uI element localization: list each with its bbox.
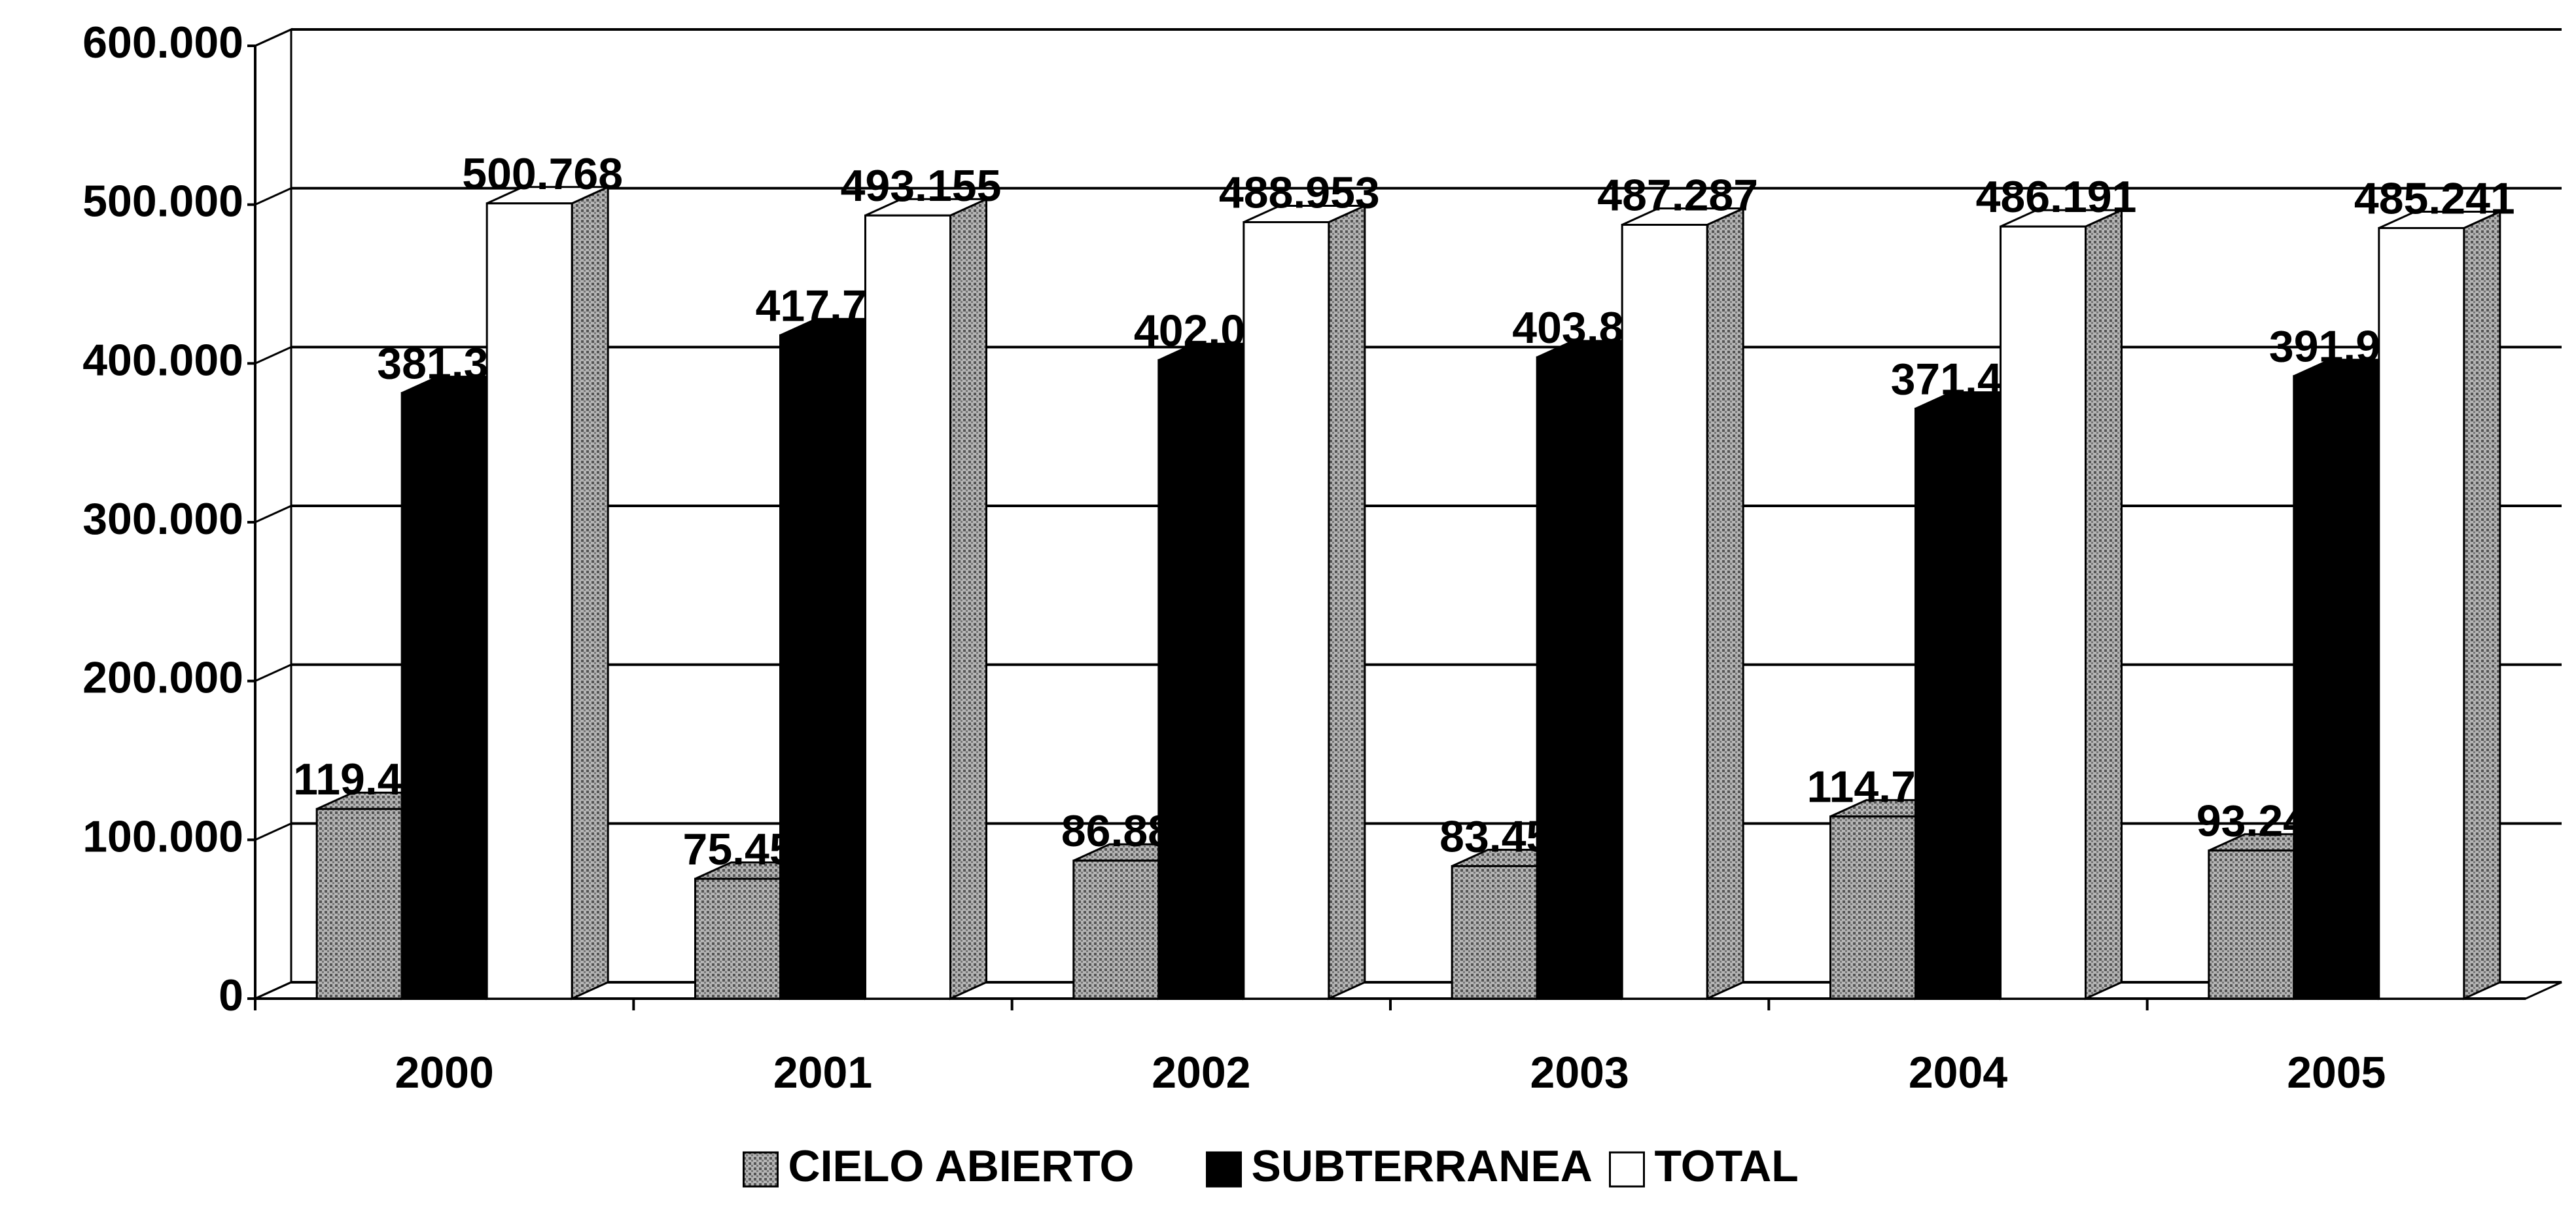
legend-swatch bbox=[1206, 1151, 1242, 1188]
bar bbox=[2000, 225, 2087, 1000]
bar bbox=[485, 202, 573, 1000]
x-tick-label: 2005 bbox=[2287, 1048, 2386, 1097]
bar bbox=[400, 392, 488, 1000]
y-tick-label: 600.000 bbox=[82, 18, 243, 67]
y-tick-label: 100.000 bbox=[82, 811, 243, 861]
bar bbox=[1621, 224, 1708, 1000]
y-tick-label: 300.000 bbox=[82, 494, 243, 544]
x-tick-label: 2004 bbox=[1909, 1048, 2007, 1097]
bar bbox=[1243, 221, 1330, 1000]
bar bbox=[1072, 859, 1160, 1000]
bar bbox=[2378, 226, 2465, 1000]
bar bbox=[694, 878, 781, 1000]
bar bbox=[864, 214, 951, 1000]
grid-line bbox=[255, 505, 292, 524]
y-tick-label: 500.000 bbox=[82, 177, 243, 226]
bar bbox=[779, 334, 866, 1000]
legend-label: CIELO ABIERTO bbox=[788, 1141, 1135, 1191]
bar bbox=[2293, 375, 2380, 1000]
bar-side bbox=[571, 185, 609, 1001]
bar bbox=[315, 808, 403, 1000]
data-label: 487.287 bbox=[1597, 170, 1758, 220]
x-tick-label: 2000 bbox=[395, 1048, 494, 1097]
y-tick-label: 200.000 bbox=[82, 653, 243, 703]
data-label: 500.768 bbox=[462, 149, 623, 199]
grid-line bbox=[255, 187, 292, 206]
bar bbox=[1914, 408, 2002, 1000]
bar bbox=[1536, 356, 1623, 1000]
grid-line bbox=[255, 664, 292, 683]
grid-line bbox=[255, 822, 292, 841]
bar-side bbox=[1706, 207, 1744, 1001]
x-tick-label: 2001 bbox=[773, 1048, 872, 1097]
data-label: 485.241 bbox=[2354, 173, 2515, 223]
grid-line bbox=[255, 28, 292, 47]
legend-label: TOTAL bbox=[1655, 1141, 1799, 1191]
grid-line bbox=[255, 346, 292, 365]
bar-side bbox=[2085, 208, 2123, 1001]
legend-swatch bbox=[1609, 1151, 1645, 1188]
bar bbox=[1157, 359, 1245, 1000]
grid-line bbox=[255, 981, 292, 1000]
bar-side bbox=[1328, 204, 1366, 1001]
bar-side bbox=[2463, 210, 2501, 1001]
data-label: 488.953 bbox=[1219, 168, 1380, 217]
x-tick-label: 2002 bbox=[1152, 1048, 1250, 1097]
y-tick-label: 0 bbox=[219, 970, 243, 1020]
bar bbox=[1451, 864, 1538, 1000]
legend-swatch bbox=[743, 1151, 779, 1188]
bar-side bbox=[949, 197, 987, 1001]
data-label: 486.191 bbox=[1976, 172, 2137, 222]
data-label: 493.155 bbox=[841, 161, 1002, 211]
y-tick-label: 400.000 bbox=[82, 335, 243, 385]
bar bbox=[1829, 815, 1916, 1000]
x-tick-label: 2003 bbox=[1530, 1048, 1629, 1097]
legend-label: SUBTERRANEA bbox=[1252, 1141, 1593, 1191]
bar bbox=[2208, 849, 2295, 1000]
